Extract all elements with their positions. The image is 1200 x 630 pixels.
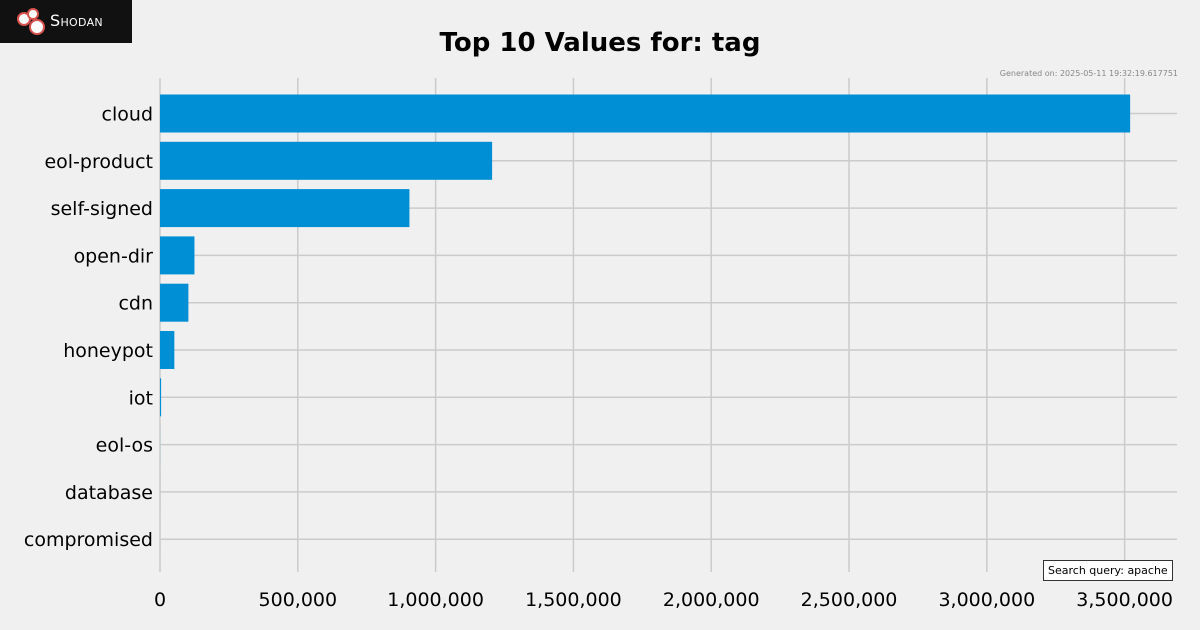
bar-cdn [160, 283, 189, 322]
bar-iot [160, 378, 162, 417]
generated-timestamp: Generated on: 2025-05-11 19:32:19.617751 [999, 69, 1178, 78]
category-labels: cloud eol-product self-signed open-dir cdn ho… [24, 104, 153, 552]
bar-open-dir [160, 236, 195, 275]
x-tick-label: 3,500,000 [1076, 589, 1173, 611]
category-label: honeypot [63, 340, 153, 362]
x-tick-label: 2,500,000 [801, 589, 898, 611]
x-tick-label: 500,000 [259, 589, 338, 611]
category-label: cdn [118, 293, 153, 315]
x-tick-label: 3,000,000 [938, 589, 1035, 611]
bars [160, 94, 1131, 559]
category-label: iot [129, 387, 153, 409]
bar-eol-product [160, 141, 493, 180]
category-label: self-signed [51, 198, 153, 220]
category-label: database [65, 482, 153, 504]
category-label: eol-os [96, 435, 153, 457]
logo-text: Shodan [50, 11, 103, 30]
category-label: cloud [102, 104, 153, 126]
category-label: compromised [24, 529, 153, 551]
bar-honeypot [160, 331, 175, 369]
category-label: eol-product [44, 151, 153, 173]
category-label: open-dir [74, 245, 154, 267]
x-tick-label: 1,500,000 [525, 589, 622, 611]
bar-cloud [160, 94, 1131, 133]
x-tick-labels: 0 500,000 1,000,000 1,500,000 2,000,000 2,500… [154, 589, 1173, 611]
x-tick-label: 0 [154, 589, 166, 611]
x-tick-label: 1,000,000 [387, 589, 484, 611]
chart-title: Top 10 Values for: tag [439, 28, 761, 58]
x-tick-label: 2,000,000 [663, 589, 760, 611]
bar-self-signed [160, 189, 410, 228]
shodan-logo-icon [17, 8, 45, 35]
shodan-logo: Shodan [0, 0, 132, 43]
search-query-box: Search query: apache [1043, 560, 1173, 581]
